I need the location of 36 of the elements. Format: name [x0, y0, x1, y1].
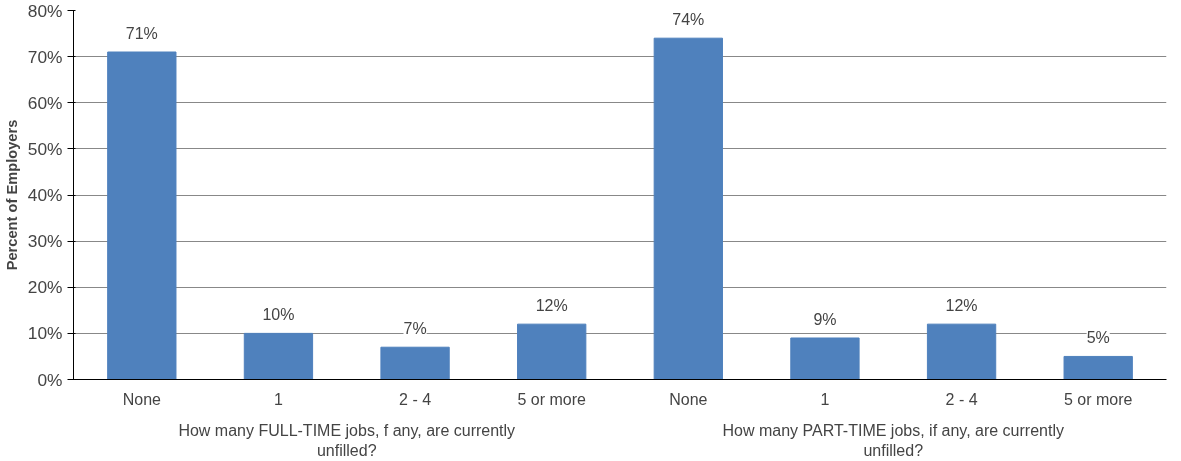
- x-tick-label: None: [122, 390, 162, 408]
- y-tick-label: 70%: [27, 46, 63, 67]
- x-tick-label: 1: [273, 390, 283, 408]
- text: How many PART-TIME jobs, if any, are currently unfilled?: [722, 421, 1064, 459]
- data-label: 12%: [535, 297, 568, 315]
- data-label: 7%: [403, 320, 427, 338]
- data-label: 12%: [945, 297, 978, 315]
- bar: [1063, 355, 1133, 380]
- x-tick-label: 5 or more: [1063, 390, 1133, 408]
- y-tick-label: 60%: [27, 92, 63, 113]
- data-label: 9%: [813, 310, 837, 328]
- bar: [517, 323, 587, 380]
- x-tick-label: 5 or more: [517, 390, 587, 408]
- data-label: 10%: [262, 306, 295, 324]
- y-tick-label: 50%: [27, 138, 63, 159]
- x-tick-label: 1: [820, 390, 830, 408]
- data-label: 74%: [672, 11, 705, 29]
- x-tick-label: 2 - 4: [945, 390, 978, 408]
- bar: [653, 37, 723, 380]
- bar: [380, 346, 450, 380]
- y-tick-label: 30%: [27, 231, 63, 252]
- bar: [107, 51, 177, 380]
- y-tick-label: 10%: [27, 323, 63, 344]
- y-tick-label: 0%: [37, 369, 63, 390]
- y-tick-label: 40%: [27, 185, 63, 205]
- data-label: 5%: [1086, 329, 1110, 347]
- y-tick-label: 80%: [27, 0, 63, 21]
- y-axis-title: Percent of Employers: [3, 119, 20, 271]
- bar: [790, 337, 860, 380]
- bar: [926, 323, 997, 380]
- x-tick-label: None: [669, 390, 708, 408]
- data-label: 71%: [125, 25, 158, 43]
- y-tick-label: 20%: [27, 277, 63, 298]
- bar: [243, 332, 314, 380]
- text: How many FULL-TIME jobs, f any, are currently unfilled?: [178, 421, 516, 459]
- x-tick-label: 2 - 4: [399, 390, 432, 408]
